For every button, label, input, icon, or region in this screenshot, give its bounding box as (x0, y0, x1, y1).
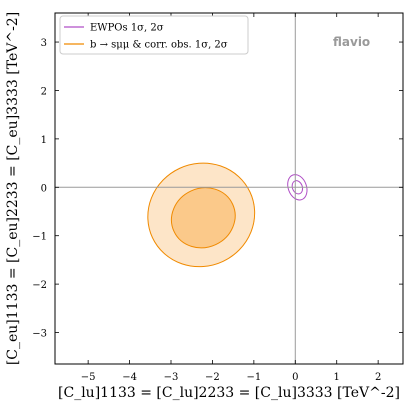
reference-lines (55, 13, 403, 364)
y-tick-label: −2 (32, 280, 47, 291)
x-tick-label: −3 (164, 372, 179, 383)
x-tick-label: 0 (292, 372, 298, 383)
x-axis-label-text: [C_lu]1133 = [C_lu]2233 = [C_lu]3333 [Te… (58, 385, 400, 401)
y-axis-label-text: [C_eu]1133 = [C_eu]2233 = [C_eu]3333 [Te… (5, 12, 21, 365)
x-tick-label: −2 (205, 372, 220, 383)
legend: EWPOs 1σ, 2σ b → sμμ & corr. obs. 1σ, 2σ (59, 15, 249, 55)
legend-entry-label: EWPOs 1σ, 2σ (90, 23, 164, 34)
flavio-watermark: flavio (333, 35, 370, 49)
x-tick-label: −5 (81, 372, 96, 383)
region-ewpo-2sigma (287, 174, 308, 201)
x-axis-label: [C_lu]1133 = [C_lu]2233 = [C_lu]3333 [Te… (58, 385, 400, 401)
legend-entry-label: b → sμμ & corr. obs. 1σ, 2σ (90, 40, 228, 51)
x-tick-label: −4 (122, 372, 137, 383)
regions-layer (147, 162, 308, 268)
y-tick-label: 2 (41, 86, 47, 97)
plot-frame (54, 12, 404, 365)
x-tick-label: 1 (334, 372, 340, 383)
ticks-layer: −5 −4 −3 −2 −1 0 1 2 −3 −2 −1 0 1 2 3 (32, 13, 403, 383)
y-axis-label: [C_eu]1133 = [C_eu]2233 = [C_eu]3333 [Te… (5, 12, 21, 365)
y-tick-label: −1 (32, 232, 47, 243)
region-bsmumu-1sigma (170, 187, 236, 249)
legend-box (59, 15, 249, 55)
y-tick-label: −3 (32, 329, 47, 340)
x-tick-label: 2 (375, 372, 381, 383)
x-tick-label: −1 (246, 372, 261, 383)
y-tick-label: 3 (41, 38, 47, 49)
y-tick-label: 0 (41, 183, 47, 194)
y-tick-label: 1 (41, 135, 47, 146)
